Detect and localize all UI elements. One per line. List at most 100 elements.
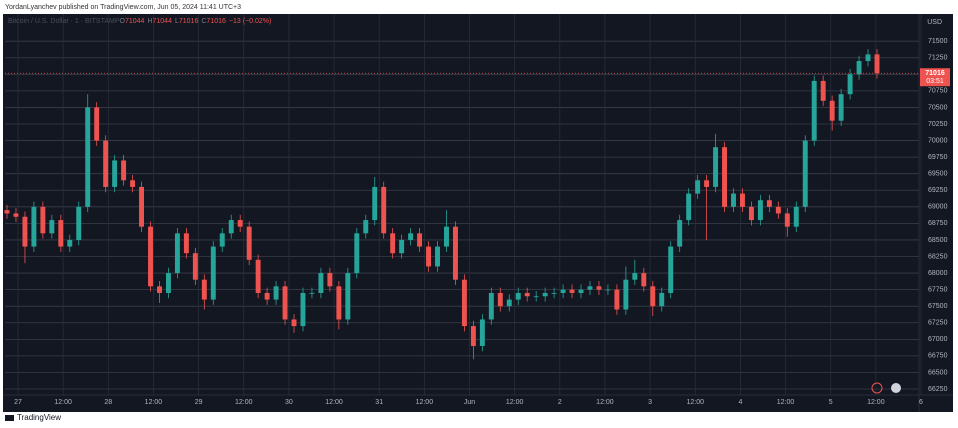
candle-body — [659, 292, 665, 307]
candle-body — [686, 193, 692, 221]
ohlc-value: 71016 — [179, 18, 199, 25]
candle-body — [533, 296, 539, 298]
candle-body — [748, 206, 754, 221]
ohlc-change: −13 (−0.02%) — [229, 18, 271, 25]
y-tick-label: 68750 — [928, 220, 948, 227]
candle-body — [139, 186, 145, 227]
symbol: Bitcoin / U.S. Dollar · 1 · BITSTAMP — [8, 18, 120, 25]
candle-body — [372, 186, 378, 221]
candle-body — [811, 80, 817, 141]
candle-body — [210, 246, 216, 300]
candle-body — [165, 273, 171, 293]
x-tick-label: 6 — [919, 399, 923, 406]
candle-body — [632, 273, 638, 280]
candle-body — [354, 233, 360, 274]
candle-body — [838, 94, 844, 121]
candle-body — [722, 147, 727, 207]
icon[interactable] — [871, 382, 883, 394]
candle-body — [345, 273, 351, 320]
candle-body — [148, 226, 153, 287]
candle-body — [641, 273, 647, 287]
candle-body — [183, 233, 189, 254]
chart-background — [3, 14, 953, 412]
candle-body — [309, 292, 315, 294]
y-tick-label: 68500 — [928, 237, 948, 244]
icon[interactable] — [891, 383, 901, 393]
y-tick-label: 68250 — [928, 253, 948, 260]
candle-body — [793, 206, 799, 227]
candle-body — [497, 292, 503, 307]
candle-body — [775, 206, 781, 214]
y-tick-label: 66250 — [928, 386, 948, 393]
ohlc-label: H — [147, 18, 152, 25]
candle-body — [273, 286, 279, 300]
candle-body — [192, 253, 198, 280]
x-tick-label: 12:00 — [686, 399, 704, 406]
x-tick-label: 12:00 — [54, 399, 72, 406]
candle-body — [300, 292, 306, 327]
candle-body — [228, 220, 234, 234]
x-tick-label: 28 — [104, 399, 112, 406]
candle-body — [820, 80, 826, 101]
candle-body — [623, 279, 629, 310]
candle-body — [784, 213, 790, 227]
candle-body — [542, 292, 548, 297]
candle-body — [614, 289, 620, 310]
candle-body — [219, 233, 225, 247]
candle-body — [157, 286, 162, 293]
brand: TradingView — [17, 413, 61, 422]
candle-body — [650, 286, 656, 307]
x-tick-label: 3 — [648, 399, 652, 406]
x-tick-label: Jun — [464, 399, 475, 406]
y-tick-label: 66500 — [928, 369, 948, 376]
candle-body — [201, 279, 207, 300]
y-tick-label: 69250 — [928, 187, 948, 194]
x-tick-label: 4 — [738, 399, 742, 406]
candle-body — [560, 289, 566, 293]
candle-body — [13, 213, 19, 217]
candle-body — [426, 246, 432, 267]
y-tick-label: 70250 — [928, 121, 948, 128]
candle-body — [327, 273, 333, 287]
logo — [5, 415, 14, 421]
ohlc-value: 71044 — [153, 18, 173, 25]
candle-body — [318, 273, 324, 293]
candle-body — [291, 319, 297, 327]
candle-body — [739, 193, 745, 207]
candle-body — [237, 220, 243, 227]
y-tick-label: 70500 — [928, 104, 948, 111]
ohlc-legend: O71044 H71044 L71016 C71016 −13 (−0.02%) — [120, 18, 272, 25]
candle-body — [399, 239, 405, 254]
candle-body — [408, 233, 414, 240]
last-price-label: 71016 — [925, 70, 945, 77]
candle-body — [363, 220, 369, 234]
candle-body — [444, 226, 449, 247]
candle-body — [847, 74, 853, 95]
candle-body — [596, 286, 602, 290]
y-tick-label: 67750 — [928, 286, 948, 293]
candle-body — [515, 292, 521, 300]
candle-body — [668, 246, 674, 293]
ohlc-label: L — [175, 18, 179, 25]
candle-body — [802, 140, 808, 207]
candle-body — [461, 279, 467, 327]
candle-body — [174, 233, 180, 274]
y-tick-label: 71250 — [928, 55, 948, 62]
candle-body — [67, 239, 73, 247]
candle-body — [569, 289, 575, 293]
candle-body — [4, 210, 10, 214]
candle-body — [94, 107, 100, 141]
candles — [4, 49, 880, 360]
candle-body — [390, 233, 396, 254]
y-tick-label: 66750 — [928, 353, 948, 360]
candle-body — [506, 299, 512, 307]
candle-body — [766, 200, 772, 207]
candle-body — [865, 54, 871, 62]
candle-body — [112, 160, 118, 187]
y-tick-label: 69500 — [928, 171, 948, 178]
candle-body — [85, 107, 91, 207]
candle-body — [336, 286, 342, 320]
candle-body — [31, 206, 37, 247]
candle-body — [49, 220, 55, 234]
